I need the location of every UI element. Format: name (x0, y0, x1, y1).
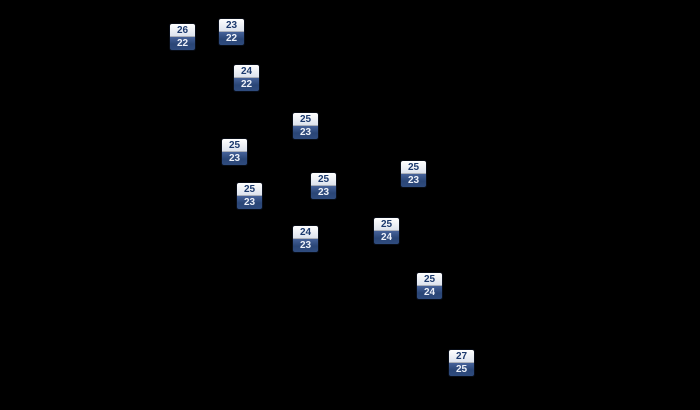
temperature-badge[interactable]: 25 23 (237, 183, 262, 209)
low-temp-label: 25 (449, 363, 474, 376)
low-temp-label: 23 (293, 239, 318, 252)
temperature-badge[interactable]: 23 22 (219, 19, 244, 45)
temperature-badge[interactable]: 25 23 (311, 173, 336, 199)
low-temp-label: 22 (170, 37, 195, 50)
high-temp-label: 23 (219, 19, 244, 32)
temperature-badge[interactable]: 25 23 (293, 113, 318, 139)
temperature-badge[interactable]: 26 22 (170, 24, 195, 50)
high-temp-label: 25 (374, 218, 399, 231)
temperature-badge[interactable]: 25 24 (374, 218, 399, 244)
high-temp-label: 25 (417, 273, 442, 286)
high-temp-label: 24 (234, 65, 259, 78)
low-temp-label: 23 (293, 126, 318, 139)
temperature-badge[interactable]: 24 23 (293, 226, 318, 252)
temperature-badge[interactable]: 27 25 (449, 350, 474, 376)
temperature-badge[interactable]: 25 23 (401, 161, 426, 187)
low-temp-label: 22 (234, 78, 259, 91)
temperature-badge[interactable]: 24 22 (234, 65, 259, 91)
high-temp-label: 26 (170, 24, 195, 37)
low-temp-label: 23 (237, 196, 262, 209)
high-temp-label: 25 (222, 139, 247, 152)
low-temp-label: 22 (219, 32, 244, 45)
temperature-badge[interactable]: 25 24 (417, 273, 442, 299)
high-temp-label: 24 (293, 226, 318, 239)
low-temp-label: 23 (401, 174, 426, 187)
temperature-badge[interactable]: 25 23 (222, 139, 247, 165)
high-temp-label: 27 (449, 350, 474, 363)
low-temp-label: 23 (311, 186, 336, 199)
high-temp-label: 25 (237, 183, 262, 196)
high-temp-label: 25 (293, 113, 318, 126)
low-temp-label: 24 (374, 231, 399, 244)
low-temp-label: 23 (222, 152, 247, 165)
low-temp-label: 24 (417, 286, 442, 299)
high-temp-label: 25 (311, 173, 336, 186)
high-temp-label: 25 (401, 161, 426, 174)
